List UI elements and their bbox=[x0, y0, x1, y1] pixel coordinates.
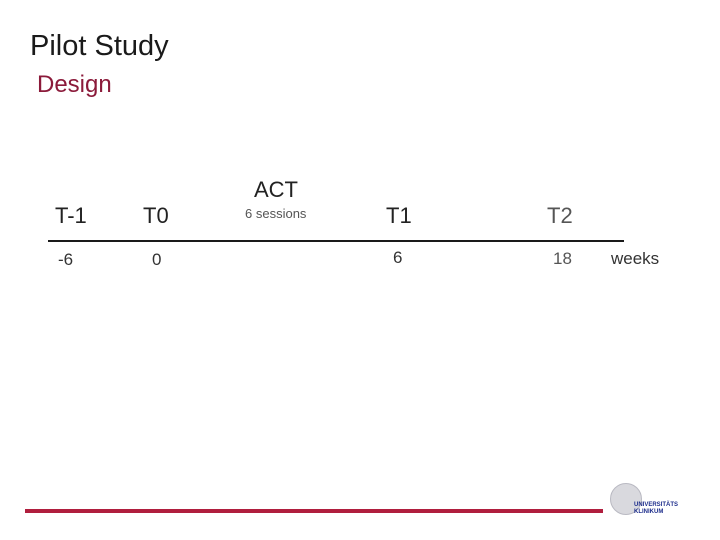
week-value-t2: 18 bbox=[553, 249, 572, 268]
footer-line bbox=[25, 509, 603, 513]
timeline-axis bbox=[48, 240, 624, 242]
slide-title: Pilot Study bbox=[30, 30, 169, 62]
week-value-t-minus-1: -6 bbox=[58, 250, 74, 269]
week-value-t0: 0 bbox=[152, 250, 162, 269]
phase-label-act: ACT bbox=[254, 177, 298, 202]
phase-label-t2: T2 bbox=[547, 203, 573, 228]
phase-label-t0: T0 bbox=[143, 203, 169, 228]
slide-subtitle: Design bbox=[37, 71, 112, 98]
phase-label-t1: T1 bbox=[386, 203, 412, 228]
phase-label-t-minus-1: T-1 bbox=[55, 203, 87, 228]
university-seal-icon bbox=[610, 483, 642, 515]
phase-detail-act: 6 sessions bbox=[245, 206, 307, 221]
weeks-unit-label: weeks bbox=[611, 249, 660, 268]
week-value-t1: 6 bbox=[393, 248, 403, 267]
university-logo-text: UNIVERSITÄTS KLINIKUM bbox=[634, 502, 679, 515]
